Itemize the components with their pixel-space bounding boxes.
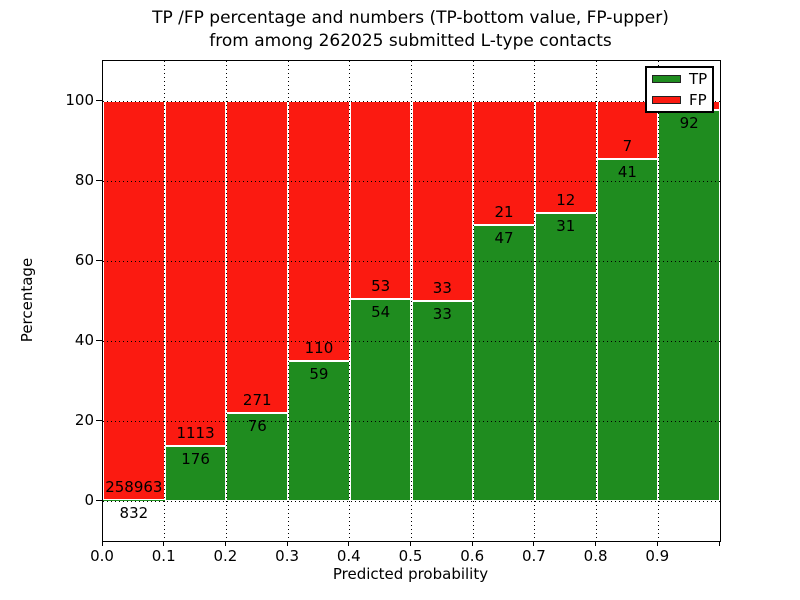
tp-bar-segment: [288, 361, 350, 501]
gridline-vertical: [411, 61, 412, 541]
fp-value-label: 258963: [105, 477, 163, 496]
y-tick-label: 100: [65, 91, 94, 109]
x-tick-mark: [410, 541, 411, 546]
x-tick-label: 0.6: [460, 547, 485, 565]
gridline-vertical: [164, 61, 166, 541]
fp-value-label: 53: [371, 277, 391, 296]
x-tick-mark: [286, 541, 288, 546]
tp-value-label: 59: [309, 365, 329, 384]
fp-value-label: 21: [494, 202, 514, 221]
y-tick-label: 80: [74, 171, 94, 189]
fp-value-label: 110: [304, 339, 334, 358]
x-tick-label: 0.8: [583, 547, 608, 565]
chart-title-line2: from among 262025 submitted L-type conta…: [209, 31, 612, 51]
gridline-vertical: [472, 61, 474, 541]
fp-value-label: 7: [622, 137, 633, 156]
gridline-vertical: [349, 61, 351, 541]
chart-title: TP /FP percentage and numbers (TP-bottom…: [102, 7, 719, 53]
fp-bar-segment: [411, 101, 474, 301]
fp-value-label: 12: [556, 190, 576, 209]
legend-label-tp: TP: [689, 69, 708, 88]
fp-swatch-icon: [652, 96, 681, 104]
y-tick-mark: [96, 419, 102, 421]
x-tick-mark: [348, 541, 350, 546]
x-tick-label: 0.9: [645, 547, 670, 565]
x-tick-mark: [595, 541, 597, 546]
y-tick-label: 40: [74, 331, 94, 349]
tp-bar-segment: [349, 299, 412, 501]
y-tick-mark: [96, 99, 102, 101]
tp-value-label: 832: [119, 503, 149, 522]
legend-item-tp: TP: [652, 69, 712, 89]
gridline-vertical: [287, 61, 289, 541]
fp-value-label: 1113: [176, 424, 215, 443]
gridline-vertical: [596, 61, 598, 541]
x-tick-label: 0.3: [275, 547, 300, 565]
plot-area: 258963 832 1113 176 271 76 110 59 53 54 33 33 21 47 12…: [102, 60, 721, 542]
y-axis-label: Percentage: [18, 257, 36, 343]
gridline-vertical: [225, 61, 227, 541]
fp-value-label: 271: [242, 391, 272, 410]
gridline-vertical: [534, 61, 536, 541]
x-tick-mark: [224, 541, 226, 546]
fp-bar-segment: [164, 101, 227, 447]
x-axis-label: Predicted probability: [332, 565, 489, 583]
x-tick-mark: [163, 541, 165, 546]
x-tick-mark: [656, 541, 658, 546]
tp-value-label: 33: [432, 305, 452, 323]
legend-label-fp: FP: [689, 90, 707, 109]
tp-bar-segment: [658, 109, 720, 501]
x-tick-label: 0.2: [213, 547, 238, 565]
y-tick-mark: [96, 259, 102, 261]
tp-bar-segment: [226, 413, 289, 501]
x-tick-mark: [101, 541, 103, 546]
x-tick-label: 0.4: [336, 547, 361, 565]
fp-value-label: 33: [432, 279, 452, 297]
fp-bar-segment: [103, 101, 165, 500]
y-tick-mark: [96, 339, 102, 341]
tp-bar-segment: [103, 499, 165, 501]
tp-bar-segment: [473, 224, 535, 501]
x-tick-label: 0.5: [398, 547, 423, 565]
tp-value-label: 54: [371, 303, 391, 322]
y-tick-mark: [96, 499, 102, 501]
gridline-vertical: [657, 61, 659, 541]
tp-value-label: 47: [494, 228, 514, 247]
tp-bar-segment: [411, 301, 474, 501]
tp-bar-segment: [534, 212, 597, 501]
tp-value-label: 31: [556, 216, 576, 235]
x-tick-mark: [533, 541, 535, 546]
fp-bar-segment: [226, 101, 289, 414]
x-tick-mark: [718, 541, 720, 546]
x-tick-mark: [471, 541, 473, 546]
tp-value-label: 41: [617, 163, 637, 182]
x-tick-label: 0.7: [521, 547, 546, 565]
x-tick-label: 0.0: [90, 547, 114, 565]
fp-bar-segment: [288, 101, 350, 362]
legend-item-fp: FP: [652, 90, 712, 110]
tp-value-label: 92: [679, 113, 699, 132]
tp-bar-segment: [596, 159, 659, 501]
tp-value-label: 76: [247, 417, 267, 436]
chart-title-line1: TP /FP percentage and numbers (TP-bottom…: [152, 8, 669, 28]
fp-bar-segment: [349, 101, 412, 300]
tp-value-label: 176: [181, 450, 210, 469]
tp-swatch-icon: [652, 75, 681, 83]
y-tick-mark: [96, 179, 102, 181]
y-tick-label: 60: [74, 251, 94, 269]
x-tick-label: 0.1: [151, 547, 176, 565]
y-tick-label: 0: [84, 491, 94, 509]
legend: TP FP: [645, 66, 714, 113]
y-tick-label: 20: [74, 411, 94, 429]
